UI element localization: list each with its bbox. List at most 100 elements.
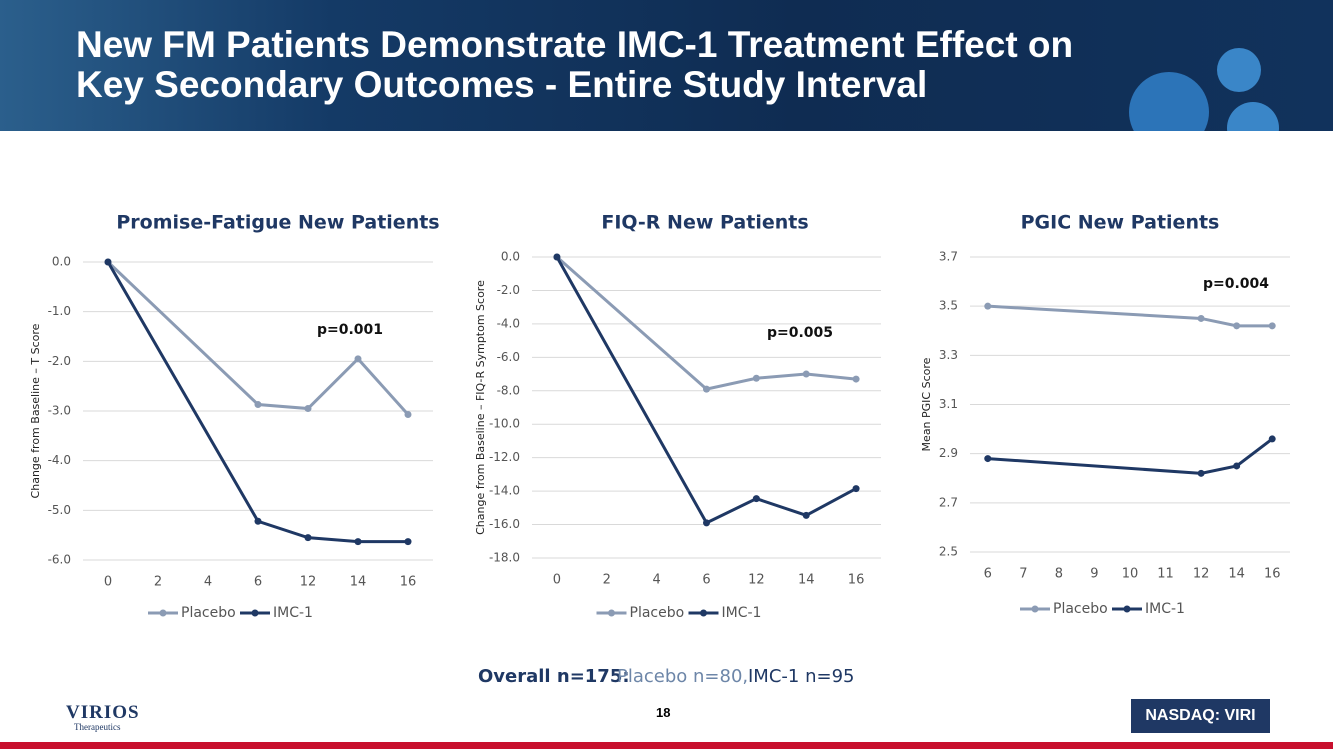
charts: Promise-Fatigue New Patients Change from … <box>29 212 1290 621</box>
x-tick-label: 12 <box>1193 567 1210 582</box>
title: Key Secondary Outcomes - Entire Study In… <box>76 64 928 105</box>
point <box>254 517 262 525</box>
point <box>984 302 992 310</box>
y-tick-label: 2.9 <box>939 446 958 460</box>
point <box>1197 469 1205 477</box>
x-tick-label: 16 <box>400 575 417 590</box>
y-tick-label: -6.0 <box>497 350 520 364</box>
y-tick-label: -5.0 <box>48 503 71 517</box>
x-tick-label: 9 <box>1090 567 1098 582</box>
x-tick-label: 16 <box>1264 567 1281 582</box>
x-tick-label: 2 <box>154 575 162 590</box>
y-axis-label: Mean PGIC Score <box>920 357 933 451</box>
y-tick-label: 0.0 <box>501 250 520 264</box>
legend-marker <box>251 609 259 617</box>
point <box>752 495 760 503</box>
logo-text: VIRIOS <box>66 702 140 723</box>
imc-n: IMC-1 n=95 <box>748 666 855 687</box>
legend-label: IMC-1 <box>722 605 762 621</box>
y-tick-label: -4.0 <box>48 453 71 467</box>
chart-title: PGIC New Patients <box>1021 212 1220 234</box>
x-tick-label: 0 <box>553 573 561 588</box>
placebo-n: Placebo n=80, <box>617 666 749 687</box>
y-tick-label: -14.0 <box>489 484 520 498</box>
x-tick-label: 10 <box>1122 567 1139 582</box>
point <box>802 370 810 378</box>
chart-title: Promise-Fatigue New Patients <box>116 212 439 234</box>
legend-label: IMC-1 <box>1145 601 1185 617</box>
point <box>553 253 561 261</box>
point <box>354 355 362 363</box>
ticker: NASDAQ: VIRI <box>1131 699 1270 733</box>
y-tick-label: 2.7 <box>939 495 958 509</box>
x-tick-label: 4 <box>653 573 661 588</box>
point <box>354 538 362 546</box>
y-tick-label: -6.0 <box>48 553 71 567</box>
y-tick-label: -12.0 <box>489 450 520 464</box>
header: New FM Patients Demonstrate IMC-1 Treatm… <box>0 0 1333 131</box>
y-axis-label: Change from Baseline – FIQ-R Symptom Sco… <box>474 280 487 535</box>
legend-marker <box>1031 605 1039 613</box>
x-tick-label: 6 <box>702 573 710 588</box>
x-tick-label: 7 <box>1019 567 1027 582</box>
y-tick-label: 3.3 <box>939 348 958 362</box>
point <box>802 511 810 519</box>
legend-label: IMC-1 <box>273 605 313 621</box>
x-tick-label: 6 <box>984 567 992 582</box>
y-tick-label: 0.0 <box>52 255 71 269</box>
x-tick-label: 12 <box>300 575 317 590</box>
point <box>1268 435 1276 443</box>
virus-decoration <box>1129 48 1279 131</box>
y-tick-label: -2.0 <box>497 283 520 297</box>
x-tick-label: 14 <box>1228 567 1245 582</box>
page-number: 18 <box>656 705 671 720</box>
y-tick-label: 3.1 <box>939 397 958 411</box>
series-line <box>987 437 1274 475</box>
legend-label: Placebo <box>1053 601 1108 617</box>
y-tick-label: -4.0 <box>497 316 520 330</box>
x-tick-label: 12 <box>748 573 765 588</box>
legend-marker <box>700 609 707 617</box>
point <box>852 485 860 493</box>
point <box>1233 322 1241 330</box>
legend-label: Placebo <box>181 605 236 621</box>
x-tick-label: 16 <box>848 573 865 588</box>
x-tick-label: 6 <box>254 575 262 590</box>
y-tick-label: -3.0 <box>48 404 71 418</box>
chart-title: FIQ-R New Patients <box>601 212 808 234</box>
point <box>1197 314 1205 322</box>
overall-n: Overall n=175: <box>478 666 630 687</box>
x-tick-label: 2 <box>603 573 611 588</box>
y-tick-label: 3.7 <box>939 250 958 264</box>
point <box>104 258 112 266</box>
point <box>404 538 412 546</box>
x-tick-label: 14 <box>798 573 815 588</box>
annotation: p=0.004 <box>1203 276 1269 292</box>
legend-marker <box>1123 605 1131 613</box>
y-tick-label: 3.5 <box>939 299 958 313</box>
y-tick-label: -10.0 <box>489 417 520 431</box>
legend-marker <box>159 609 167 617</box>
point <box>703 519 710 527</box>
annotation: p=0.005 <box>767 325 833 341</box>
y-tick-label: -18.0 <box>489 551 520 565</box>
point <box>254 401 262 409</box>
y-tick-label: 2.5 <box>939 545 958 559</box>
legend-marker <box>608 609 615 617</box>
footer-bar <box>0 742 1333 749</box>
logo: VIRIOS Therapeutics <box>66 702 140 732</box>
point <box>752 374 760 382</box>
annotation: p=0.001 <box>317 322 383 338</box>
series-line <box>555 255 857 391</box>
series-line <box>987 304 1273 328</box>
x-tick-label: 14 <box>350 575 367 590</box>
y-tick-label: -1.0 <box>48 304 71 318</box>
y-tick-label: -16.0 <box>489 517 520 531</box>
x-tick-label: 11 <box>1157 567 1174 582</box>
point <box>404 410 412 418</box>
point <box>304 405 312 413</box>
point <box>984 455 992 463</box>
point <box>304 534 312 542</box>
x-tick-label: 4 <box>204 575 212 590</box>
y-axis-label: Change from Baseline – T Score <box>29 323 42 498</box>
